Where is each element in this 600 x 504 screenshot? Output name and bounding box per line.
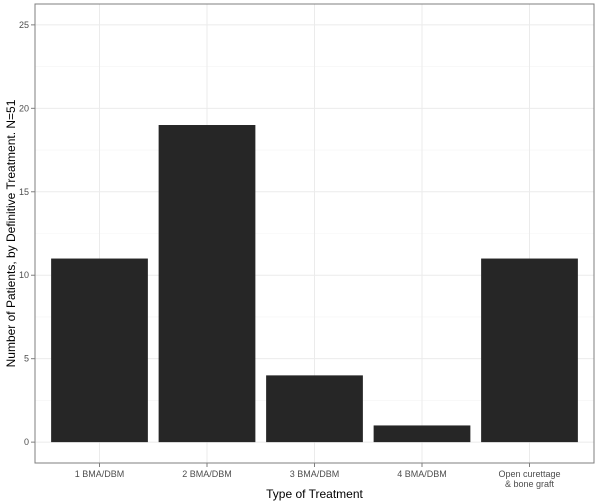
bar xyxy=(373,425,471,443)
y-tick-label: 15 xyxy=(19,187,29,197)
x-tick-label-line: & bone graft xyxy=(505,479,555,489)
y-tick-label: 25 xyxy=(19,20,29,30)
x-tick-label-line: 1 BMA/DBM xyxy=(75,469,125,479)
y-tick-label: 5 xyxy=(24,354,29,364)
x-tick-label: 1 BMA/DBM xyxy=(75,469,125,479)
bar xyxy=(481,258,578,443)
y-axis-title: Number of Patients, by Definitive Treatm… xyxy=(4,99,18,367)
x-axis-title: Type of Treatment xyxy=(266,487,363,501)
x-tick-label-line: 4 BMA/DBM xyxy=(397,469,447,479)
y-tick-label: 10 xyxy=(19,270,29,280)
bar xyxy=(51,258,148,443)
bars xyxy=(51,125,578,443)
bar xyxy=(158,125,256,443)
y-tick-label: 20 xyxy=(19,103,29,113)
y-tick-label: 0 xyxy=(24,437,29,447)
bar xyxy=(266,375,363,443)
x-tick-label: 3 BMA/DBM xyxy=(290,469,340,479)
x-axis-ticks: 1 BMA/DBM 2 BMA/DBM 3 BMA/DBM 4 BMA/DBM Open… xyxy=(75,463,561,489)
x-tick-label: 4 BMA/DBM xyxy=(397,469,447,479)
x-tick-label: 2 BMA/DBM xyxy=(182,469,232,479)
x-tick-label-line: 3 BMA/DBM xyxy=(290,469,340,479)
y-axis-ticks: 0 5 10 15 20 25 xyxy=(19,20,35,447)
x-tick-label-line: 2 BMA/DBM xyxy=(182,469,232,479)
x-tick-label-line: Open curettage xyxy=(498,469,560,479)
x-tick-label: Open curettage & bone graft xyxy=(498,469,560,489)
